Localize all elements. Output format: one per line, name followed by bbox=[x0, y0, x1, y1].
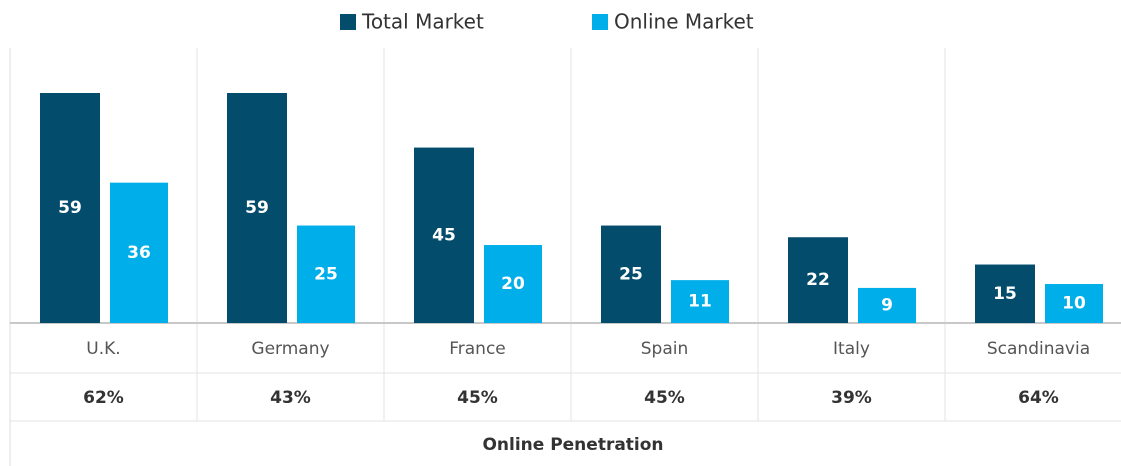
legend-swatch bbox=[592, 14, 608, 30]
penetration-value: 62% bbox=[83, 388, 124, 408]
penetration-value: 64% bbox=[1018, 388, 1059, 408]
x-tick-label: Spain bbox=[641, 339, 689, 359]
penetration-value: 45% bbox=[644, 388, 685, 408]
bar-label: 45 bbox=[432, 225, 456, 245]
bar-label: 25 bbox=[619, 264, 643, 284]
x-tick-label: Scandinavia bbox=[987, 339, 1090, 359]
bar bbox=[227, 93, 287, 323]
bar bbox=[601, 225, 661, 323]
bar bbox=[110, 182, 168, 323]
penetration-title: Online Penetration bbox=[482, 435, 663, 455]
bar bbox=[414, 147, 474, 323]
x-tick-label: Germany bbox=[251, 339, 329, 359]
bar-label: 59 bbox=[58, 198, 82, 218]
x-tick-label: France bbox=[449, 339, 506, 359]
penetration-value: 45% bbox=[457, 388, 498, 408]
bar-label: 10 bbox=[1062, 294, 1086, 314]
bar-label: 59 bbox=[245, 198, 269, 218]
legend-swatch bbox=[340, 14, 356, 30]
bar bbox=[975, 264, 1035, 323]
bar bbox=[788, 237, 848, 323]
x-tick-label: Italy bbox=[833, 339, 870, 359]
bar bbox=[671, 280, 729, 323]
bar-label: 25 bbox=[314, 264, 338, 284]
bar bbox=[484, 245, 542, 323]
penetration-value: 39% bbox=[831, 388, 872, 408]
bar bbox=[40, 93, 100, 323]
legend-label: Total Market bbox=[361, 10, 484, 34]
penetration-value: 43% bbox=[270, 388, 311, 408]
bar bbox=[297, 225, 355, 323]
bar-label: 22 bbox=[806, 270, 830, 290]
bar-label: 11 bbox=[688, 292, 712, 312]
bar bbox=[858, 287, 916, 323]
legend-label: Online Market bbox=[614, 10, 754, 34]
bar-label: 9 bbox=[881, 295, 893, 315]
bar-label: 20 bbox=[501, 274, 525, 294]
bar-label: 15 bbox=[993, 284, 1017, 304]
bar bbox=[1045, 284, 1103, 323]
bar-label: 36 bbox=[127, 243, 151, 263]
x-tick-label: U.K. bbox=[86, 339, 120, 359]
